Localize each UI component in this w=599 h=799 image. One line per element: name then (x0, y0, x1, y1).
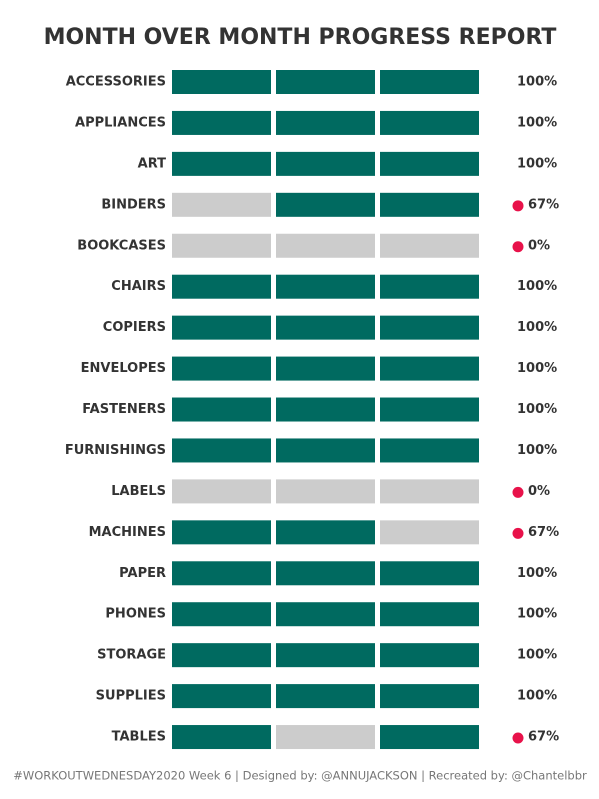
month-cell (276, 520, 375, 545)
month-cell (380, 643, 479, 668)
month-cell (172, 397, 271, 422)
month-cell (172, 438, 271, 463)
month-cell (276, 110, 375, 135)
month-cell (380, 151, 479, 176)
month-cell (172, 151, 271, 176)
percent-label: 100% (517, 648, 557, 663)
month-cell (172, 602, 271, 627)
percent-label: 100% (517, 75, 557, 90)
month-cell (380, 725, 479, 750)
percent-label: 67% (528, 197, 559, 212)
month-cell (276, 356, 375, 381)
month-cell (172, 315, 271, 340)
month-cell (172, 233, 271, 258)
alert-dot (512, 527, 524, 539)
month-cell (172, 70, 271, 94)
percent-label: 100% (517, 566, 557, 581)
month-cell (172, 192, 271, 217)
month-cell (276, 151, 375, 176)
month-cell (172, 110, 271, 135)
month-cell (380, 561, 479, 586)
chart-title: MONTH OVER MONTH PROGRESS REPORT (44, 25, 557, 50)
percent-label: 100% (517, 607, 557, 622)
month-cell (172, 684, 271, 709)
category-label: FURNISHINGS (65, 443, 166, 458)
percent-label: 0% (528, 238, 550, 253)
category-label: STORAGE (97, 648, 166, 663)
month-cell (380, 520, 479, 545)
percent-label: 100% (517, 402, 557, 417)
percent-label: 100% (517, 443, 557, 458)
month-cell (276, 438, 375, 463)
percent-label: 67% (528, 525, 559, 540)
category-label: BINDERS (101, 197, 166, 212)
percent-label: 100% (517, 689, 557, 704)
month-cell (380, 479, 479, 504)
month-cell (276, 479, 375, 504)
percent-label: 100% (517, 320, 557, 335)
month-cell (380, 192, 479, 217)
month-cell (276, 397, 375, 422)
category-label: ACCESSORIES (66, 75, 166, 90)
month-cell (276, 70, 375, 94)
alert-dot (512, 732, 524, 744)
month-cell (276, 602, 375, 627)
percent-label: 0% (528, 484, 550, 499)
percent-label: 67% (528, 730, 559, 745)
month-cell (380, 438, 479, 463)
alert-dot (512, 241, 524, 253)
month-cell (172, 643, 271, 668)
category-label: FASTENERS (82, 402, 166, 417)
category-label: ART (138, 156, 166, 171)
month-cell (380, 233, 479, 258)
month-cell (276, 684, 375, 709)
category-label: LABELS (111, 484, 166, 499)
month-cell (276, 643, 375, 668)
percent-label: 100% (517, 361, 557, 376)
month-cell (276, 725, 375, 750)
month-cell (380, 684, 479, 709)
percent-label: 100% (517, 279, 557, 294)
month-cell (276, 274, 375, 299)
category-label: TABLES (112, 730, 166, 745)
month-cell (172, 725, 271, 750)
alert-dot (512, 486, 524, 498)
month-cell (380, 397, 479, 422)
category-label: ENVELOPES (81, 361, 166, 376)
month-cell (172, 561, 271, 586)
category-label: PAPER (119, 566, 166, 581)
month-cell (172, 479, 271, 504)
month-cell (276, 561, 375, 586)
month-cell (380, 274, 479, 299)
month-cell (276, 233, 375, 258)
month-cell (380, 110, 479, 135)
month-cell (276, 192, 375, 217)
month-cell (172, 520, 271, 545)
month-cell (380, 356, 479, 381)
category-label: SUPPLIES (96, 689, 166, 704)
category-label: MACHINES (89, 525, 166, 540)
alert-dot (512, 200, 524, 212)
month-cell (276, 315, 375, 340)
category-label: COPIERS (103, 320, 166, 335)
month-cell (172, 274, 271, 299)
month-cell (380, 315, 479, 340)
percent-label: 100% (517, 115, 557, 130)
category-label: PHONES (105, 607, 166, 622)
month-cell (380, 602, 479, 627)
category-label: BOOKCASES (77, 238, 166, 253)
category-label: APPLIANCES (75, 115, 166, 130)
category-label: CHAIRS (111, 279, 166, 294)
month-cell (172, 356, 271, 381)
month-cell (380, 70, 479, 94)
footer: #WORKOUTWEDNESDAY2020 Week 6 | Designed … (13, 769, 587, 783)
percent-label: 100% (517, 156, 557, 171)
